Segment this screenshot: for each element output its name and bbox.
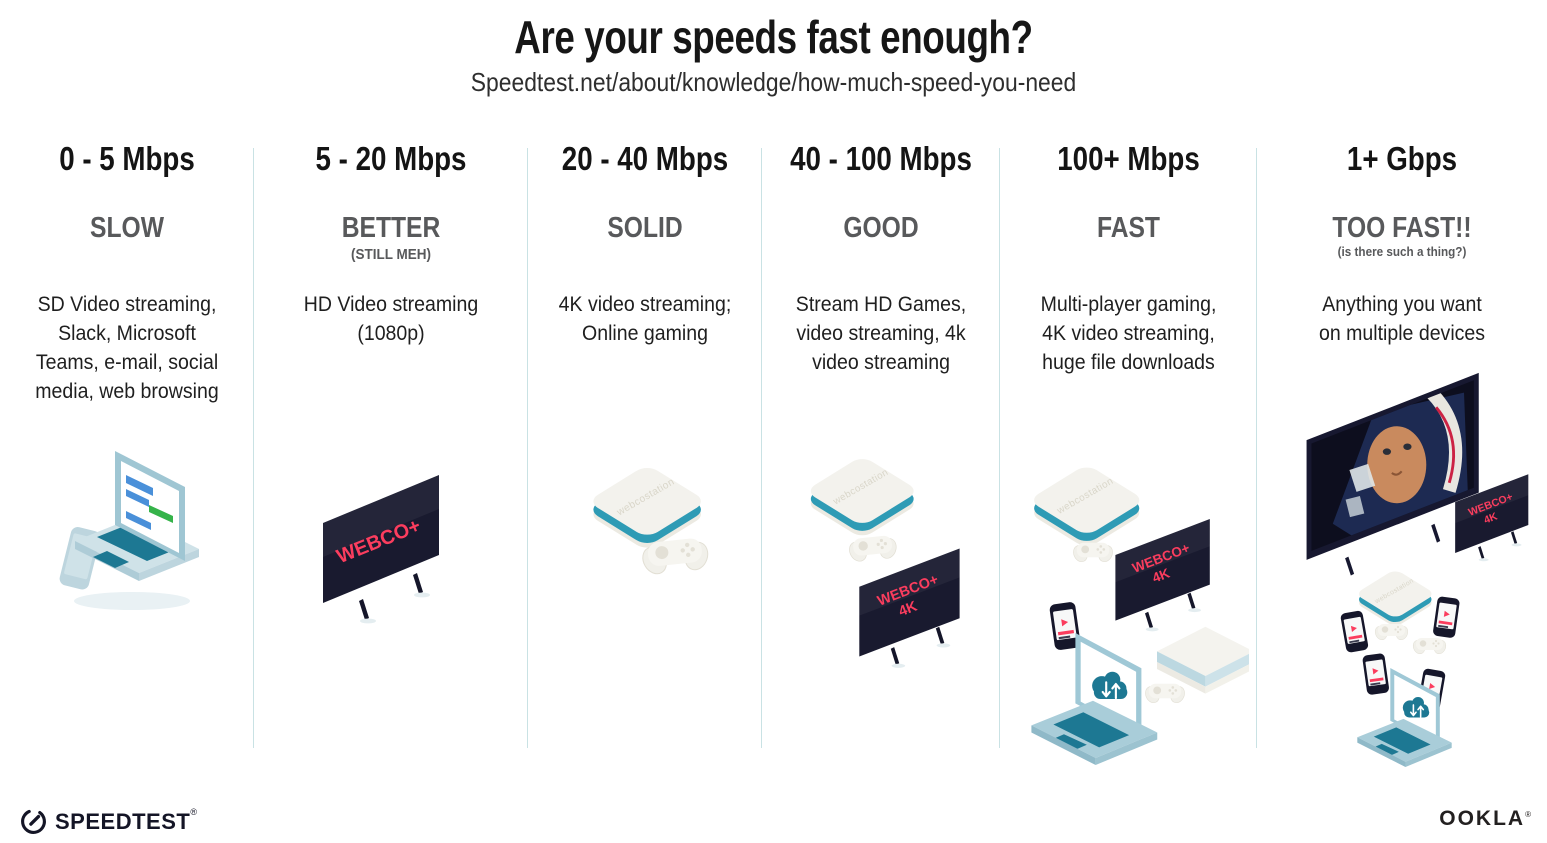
ookla-logo: OOKLA®	[1439, 807, 1531, 831]
movie-tv-icon	[1306, 372, 1479, 576]
tier-label: BETTER	[341, 212, 441, 244]
column-100-plus-mbps: 100+ Mbps FAST Multi-player gaming, 4K v…	[1000, 140, 1257, 767]
tier-note: (STILL MEH)	[350, 246, 431, 263]
console-tv-illustration	[776, 438, 986, 693]
phone-video-icon	[1362, 652, 1390, 696]
tier-label: GOOD	[843, 212, 919, 244]
laptop-icon	[75, 451, 199, 581]
tier-description: Anything you want on multiple devices	[1318, 293, 1486, 345]
speed-range: 100+ Mbps	[1057, 140, 1200, 177]
tier-description: Multi-player gaming, 4K video streaming,…	[1040, 293, 1217, 374]
tier-note: (is there such a thing?)	[1337, 244, 1467, 259]
laptop-cloud-icon	[1029, 631, 1158, 767]
header: Are your speeds fast enough? Speedtest.n…	[0, 0, 1547, 98]
game-console-icon	[1354, 568, 1436, 628]
tier-description: Stream HD Games, video streaming, 4k vid…	[795, 293, 967, 374]
speedtest-trademark: ®	[190, 807, 197, 818]
tv-4k-icon	[1114, 519, 1210, 632]
everything-illustration	[1262, 368, 1542, 778]
tier-description: 4K video streaming; Online gaming	[558, 293, 732, 345]
tier-description: HD Video streaming (1080p)	[303, 293, 479, 345]
speedtest-wordmark: SPEEDTEST	[55, 808, 191, 834]
phone-video-icon	[1432, 596, 1461, 639]
speed-range: 40 - 100 Mbps	[790, 140, 972, 177]
tv-4k-icon	[859, 548, 960, 668]
game-controller-icon	[1070, 542, 1115, 565]
column-1-plus-gbps: 1+ Gbps TOO FAST!! (is there such a thin…	[1257, 140, 1547, 768]
game-console-slim-icon	[1156, 626, 1254, 694]
game-controller-icon	[1410, 637, 1449, 656]
page-title: Are your speeds fast enough?	[514, 11, 1033, 63]
speed-range: 20 - 40 Mbps	[561, 140, 729, 177]
game-controller-icon	[1142, 683, 1187, 706]
laptop-chat-illustration	[27, 433, 227, 628]
speed-range: 5 - 20 Mbps	[315, 140, 467, 177]
ookla-trademark: ®	[1525, 810, 1531, 819]
ookla-wordmark: OOKLA	[1439, 807, 1526, 830]
column-0-5-mbps: 0 - 5 Mbps SLOW SD Video streaming, Slac…	[0, 140, 254, 755]
console-illustration	[550, 448, 740, 618]
chat-bubbles-icon	[126, 475, 173, 530]
tv-icon: WEBCO+	[323, 475, 439, 624]
column-5-20-mbps: 5 - 20 Mbps BETTER (STILL MEH) HD Video …	[254, 140, 528, 755]
game-console-icon	[587, 464, 708, 552]
multi-device-illustration	[1009, 433, 1254, 788]
tier-label: SLOW	[90, 212, 164, 244]
game-controller-icon	[1372, 623, 1411, 642]
column-20-40-mbps: 20 - 40 Mbps SOLID 4K video streaming; O…	[528, 140, 762, 755]
tier-label: SOLID	[607, 212, 683, 244]
speedtest-gauge-icon	[21, 809, 46, 834]
speedtest-logo: SPEEDTEST®	[20, 807, 197, 835]
game-console-icon	[804, 455, 920, 539]
game-controller-icon	[844, 533, 901, 566]
speed-range: 1+ Gbps	[1346, 140, 1458, 177]
speed-range: 0 - 5 Mbps	[59, 140, 195, 177]
tier-description: SD Video streaming, Slack, Microsoft Tea…	[35, 293, 219, 403]
tier-label: FAST	[1096, 212, 1161, 244]
column-40-100-mbps: 40 - 100 Mbps GOOD Stream HD Games, vide…	[762, 140, 1000, 755]
hd-tv-illustration: WEBCO+	[301, 453, 481, 653]
speed-tier-columns: 0 - 5 Mbps SLOW SD Video streaming, Slac…	[0, 140, 1547, 768]
phone-video-icon	[1340, 610, 1369, 654]
game-console-icon	[1027, 463, 1145, 550]
page-subtitle-url: Speedtest.net/about/knowledge/how-much-s…	[470, 67, 1077, 97]
tier-label: TOO FAST!!	[1332, 212, 1472, 244]
